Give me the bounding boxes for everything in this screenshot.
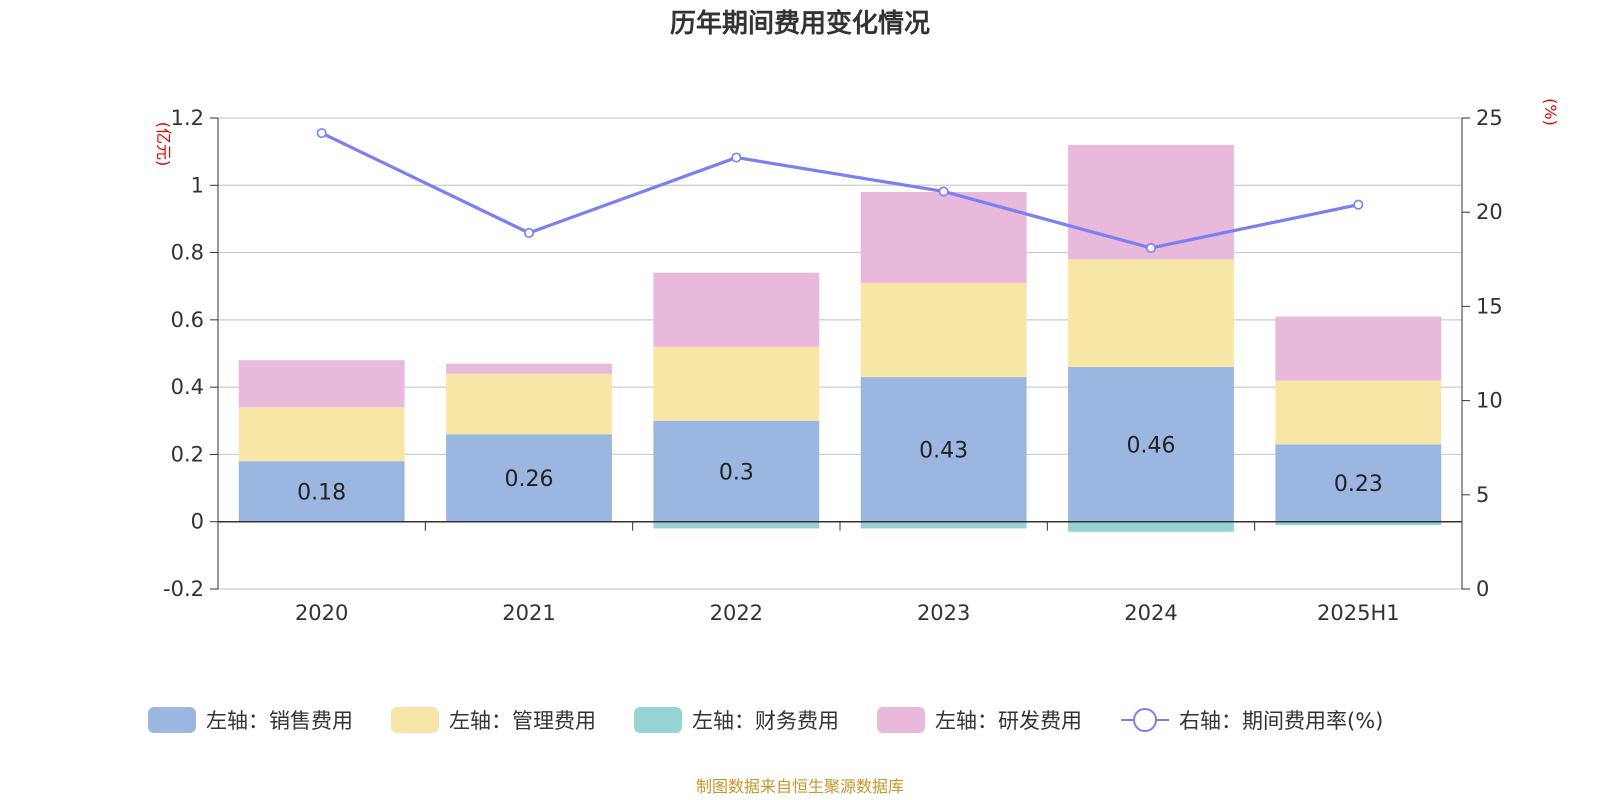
bar-rd — [653, 272, 820, 347]
legend-swatch-rd — [877, 707, 925, 733]
chart-title: 历年期间费用变化情况 — [670, 8, 930, 39]
bar-admin — [1068, 259, 1234, 367]
rate-point — [1353, 199, 1364, 210]
bars — [238, 144, 1442, 532]
sales-data-label: 0.43 — [919, 438, 968, 463]
sales-data-label: 0.18 — [297, 480, 346, 505]
rate-line-path — [320, 131, 1359, 250]
legend-swatch-finance — [634, 707, 682, 733]
rate-point — [316, 128, 327, 139]
category-label: 2022 — [710, 601, 763, 625]
bar-sales — [860, 377, 1027, 522]
bar-sales — [238, 461, 405, 522]
left-axis-tick-label: 0.8 — [171, 241, 204, 265]
right-axis-tick-label: 25 — [1476, 106, 1503, 130]
bar-sales — [1275, 444, 1442, 522]
rate-point — [1146, 242, 1157, 253]
rate-line — [316, 128, 1364, 253]
bar-admin — [860, 282, 1027, 378]
left-axis-tick-label: 0.2 — [171, 442, 204, 466]
sales-data-label: 0.26 — [505, 467, 554, 492]
right-axis-tick-label: 15 — [1476, 294, 1503, 318]
right-axis-tick-label: 5 — [1476, 483, 1489, 507]
left-axis-tick-label: 0 — [191, 510, 204, 534]
left-axis-tick-label: 0.4 — [171, 375, 204, 399]
bar-rd — [1275, 316, 1442, 381]
bar-admin — [446, 373, 612, 435]
category-label: 2025H1 — [1317, 601, 1400, 625]
legend-swatch-sales — [148, 707, 196, 733]
left-axis-unit: (亿元) — [154, 122, 173, 167]
legend-label-rate: 右轴：期间费用率(%) — [1179, 709, 1383, 733]
legend-label-sales: 左轴：销售费用 — [206, 709, 353, 733]
legend-label-rd: 左轴：研发费用 — [935, 709, 1082, 733]
bar-admin — [238, 407, 405, 462]
data-labels: 0.18 0.26 0.3 0.43 0.46 0.23 — [297, 433, 1383, 505]
rate-point — [523, 227, 534, 238]
sales-data-label: 0.23 — [1334, 472, 1383, 497]
legend: 左轴：销售费用 左轴：管理费用 左轴：财务费用 左轴：研发费用 右轴：期间费用率(%) — [148, 707, 1383, 733]
left-axis-tick-label: 1 — [191, 173, 204, 197]
right-axis-tick-label: 0 — [1476, 577, 1489, 601]
bar-finance — [860, 521, 1027, 529]
bar-rd — [446, 363, 612, 374]
source-note: 制图数据来自恒生聚源数据库 — [696, 777, 904, 796]
bar-sales — [446, 434, 612, 522]
right-axis-unit: (%) — [1541, 98, 1560, 126]
bar-rd — [860, 192, 1027, 283]
category-label: 2023 — [917, 601, 970, 625]
left-axis-tick-label: 0.6 — [171, 308, 204, 332]
right-axis-tick-label: 10 — [1476, 389, 1503, 413]
bar-rd — [1068, 144, 1234, 260]
left-axis-tick-label: 1.2 — [171, 106, 204, 130]
legend-label-admin: 左轴：管理费用 — [449, 709, 596, 733]
sales-data-label: 0.46 — [1127, 433, 1176, 458]
right-axis-tick-label: 20 — [1476, 200, 1503, 224]
category-label: 2024 — [1124, 601, 1177, 625]
rate-point — [938, 186, 949, 197]
rate-point — [731, 152, 742, 163]
category-label: 2020 — [295, 601, 348, 625]
legend-swatch-admin — [391, 707, 439, 733]
grid-lines — [218, 117, 1462, 590]
bar-admin — [1275, 380, 1442, 445]
bar-finance — [1068, 521, 1234, 532]
bar-finance — [653, 521, 820, 529]
bar-finance — [1275, 521, 1442, 526]
bar-rd — [238, 360, 405, 408]
axes: -0.2 0 0.2 0.4 0.6 0.8 1 1.2 0 5 10 15 20 25 (亿元) (%) 20… — [154, 98, 1560, 625]
bar-admin — [653, 346, 820, 421]
left-axis-tick-label: -0.2 — [163, 577, 204, 601]
bar-sales — [1068, 366, 1234, 522]
category-label: 2021 — [502, 601, 555, 625]
bar-sales — [653, 420, 820, 522]
sales-data-label: 0.3 — [719, 460, 754, 485]
legend-swatch-rate-marker — [1133, 708, 1157, 732]
legend-label-finance: 左轴：财务费用 — [692, 709, 839, 733]
